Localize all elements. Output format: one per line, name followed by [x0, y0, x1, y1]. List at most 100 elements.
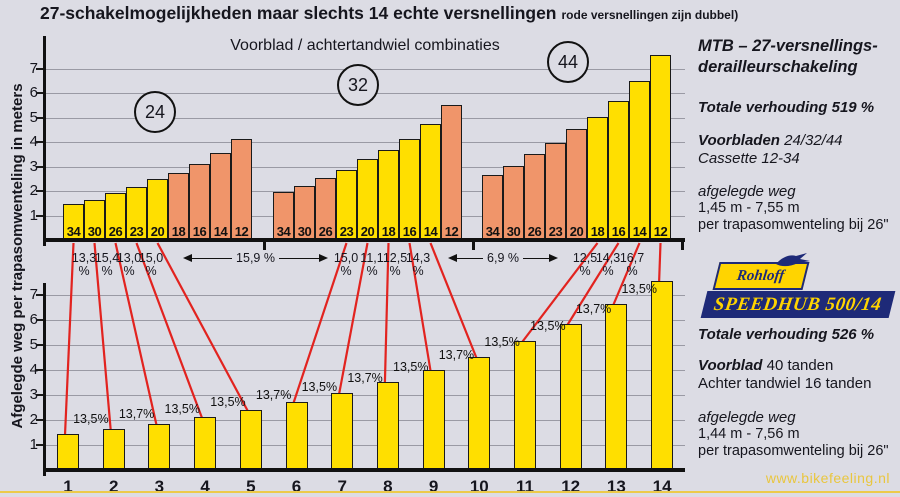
gridline [45, 142, 685, 143]
mtb-cassette: Cassette 12-34 [698, 150, 800, 167]
arrowhead-icon [183, 254, 192, 262]
arrow-line [278, 257, 320, 259]
gear-number-label: 9 [428, 477, 439, 496]
gear-number-label: 5 [246, 477, 256, 496]
gear-number-label: 12 [561, 477, 581, 496]
gear-step-percent: 13,5% [530, 319, 566, 334]
sprocket-label: 12 [653, 223, 668, 239]
rohloff-bird-icon [776, 253, 810, 267]
bar-gear-5 [239, 410, 262, 470]
band-arrow-percent: 15,9 % [236, 251, 275, 265]
arrow-line [192, 257, 233, 259]
title-note: rode versnellingen zijn dubbel) [561, 8, 739, 22]
mtb-heading-line2: derailleurschakeling [698, 58, 858, 77]
bar-32-14: 14 [420, 124, 441, 240]
bottom-gold-rule [0, 491, 900, 493]
mtb-chainrings: Voorbladen 24/32/44 [698, 132, 896, 150]
gear-step-percent: 13,5% [393, 360, 429, 374]
rohloff-total-ratio: Totale verhouding 526 % [698, 326, 875, 343]
band-percent-label: 16,7% [615, 252, 649, 278]
sprocket-label: 20 [569, 223, 584, 239]
sprocket-label: 34 [66, 223, 81, 239]
y-tick-label: 1 [29, 436, 38, 453]
gear-number-label: 7 [337, 477, 347, 496]
sprocket-label: 18 [590, 223, 605, 239]
bar-44-34: 34 [482, 174, 503, 240]
watermark: www.bikefeeling.nl [765, 470, 890, 486]
bar-44-23: 23 [545, 143, 566, 240]
gridline [45, 117, 685, 119]
bar-gear-13 [605, 303, 628, 470]
y-tick-label: 2 [29, 182, 38, 199]
band-range-arrow: 6,9 % [448, 251, 558, 265]
bar-32-12: 12 [441, 105, 462, 240]
band-percent-sign: % [412, 264, 424, 278]
sprocket-label: 16 [611, 223, 626, 239]
speedhub-product-text: SPEEDHUB 500/14 [712, 293, 884, 315]
gridline [45, 420, 685, 421]
group-separator-tick [263, 242, 266, 250]
band-range-arrow: 15,9 % [183, 251, 329, 265]
gridline [45, 445, 685, 446]
bar-32-20: 20 [357, 159, 378, 240]
band-percent-value: 13,3 [71, 251, 97, 265]
gear-number-label: 6 [291, 477, 302, 496]
bar-gear-12 [559, 323, 582, 470]
band-percent-label: 13,3% [67, 252, 101, 278]
gear-step-percent: 13,5% [164, 401, 200, 416]
rohloff-chainring-value: 40 tanden [762, 357, 834, 374]
gear-number-label: 11 [516, 477, 534, 496]
bar-gear-10 [468, 356, 491, 470]
page-title: 27-schakelmogelijkheden maar slechts 14 … [40, 3, 738, 24]
sprocket-label: 16 [192, 223, 207, 239]
gear-step-percent: 13,5% [210, 395, 246, 410]
rohloff-distance-range: 1,44 m - 7,56 m [698, 426, 800, 442]
rohloff-chainring: Voorblad 40 tanden [698, 357, 896, 375]
sprocket-label: 26 [527, 223, 542, 239]
y-tick [36, 369, 44, 371]
y-tick-label: 5 [29, 336, 38, 353]
gear-number-label: 8 [383, 477, 393, 496]
mtb-distance-label: afgelegde weg [698, 183, 796, 200]
bar-gear-3 [148, 423, 171, 470]
bar-24-16: 16 [189, 164, 210, 240]
chainring-badge-24: 24 [134, 91, 176, 133]
y-tick [36, 141, 44, 143]
bar-32-34: 34 [273, 192, 294, 240]
bar-gear-11 [514, 341, 536, 470]
y-tick [36, 294, 44, 296]
title-main: 27-schakelmogelijkheden maar slechts 14 … [40, 3, 557, 23]
sprocket-label: 20 [150, 223, 165, 239]
bar-44-18: 18 [587, 116, 608, 240]
arrow-line [522, 257, 549, 259]
y-tick [36, 444, 44, 446]
y-tick-label: 1 [29, 206, 38, 224]
gear-number-label: 1 [63, 477, 73, 496]
bar-24-23: 23 [126, 187, 147, 240]
y-tick [36, 190, 44, 192]
bar-gear-2 [102, 429, 125, 470]
y-tick-label: 2 [29, 411, 38, 428]
sprocket-label: 23 [129, 223, 144, 239]
y-tick [36, 394, 44, 396]
rohloff-brand-text: Rohloff [736, 267, 786, 284]
mtb-chainrings-label: Voorbladen [698, 132, 780, 149]
band-percent-label: 14,3% [401, 252, 435, 278]
band-percent-sign: % [78, 264, 90, 278]
rohloff-distance-label: afgelegde weg [698, 409, 796, 426]
bar-24-34: 34 [63, 204, 84, 240]
gear-step-percent: 13,7% [347, 370, 383, 385]
y-tick [36, 214, 44, 217]
gear-step-percent: 13,5% [484, 334, 520, 349]
gear-number-label: 14 [652, 477, 672, 496]
sprocket-label: 30 [297, 223, 312, 239]
sprocket-label: 16 [402, 223, 417, 239]
gear-step-percent: 13,7% [118, 407, 155, 421]
band-arrow-percent: 6,9 % [487, 251, 519, 265]
bar-24-20: 20 [147, 179, 168, 240]
rohloff-rear-sprocket: Achter tandwiel 16 tanden [698, 375, 872, 392]
chainring-badge-32: 32 [337, 64, 379, 106]
x-axis [45, 238, 685, 242]
